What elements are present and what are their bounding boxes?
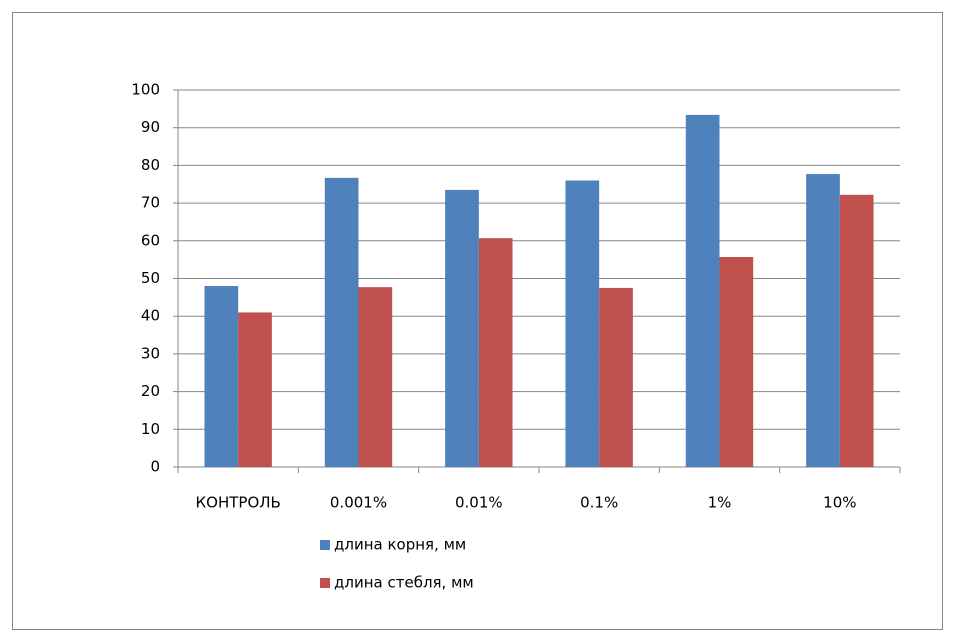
y-tick-label: 0 [150,458,160,476]
x-tick-label: 0.001% [330,494,387,512]
bar [839,194,874,467]
bar [806,174,840,468]
bar [565,180,600,468]
x-tick-label: 1% [708,494,732,512]
y-tick-label: 70 [141,194,160,212]
legend-label: длина корня, мм [334,536,466,554]
y-tick-label: 30 [141,344,160,362]
legend-swatch [320,578,330,588]
bar [445,189,479,467]
y-tick-label: 20 [141,382,160,400]
x-tick-label: 0.01% [455,494,503,512]
y-tick-label: 10 [141,420,160,438]
x-tick-label: 0.1% [580,494,618,512]
legend-label: длина стебля, мм [334,574,474,592]
bar [478,238,513,467]
bar [685,114,720,467]
legend-swatch [320,540,330,550]
y-tick-label: 90 [141,118,160,136]
bar [599,287,633,467]
bar [238,312,272,467]
x-tick-label: КОНТРОЛЬ [196,494,281,512]
x-tick-label: 10% [823,494,856,512]
bar [719,257,754,467]
y-tick-label: 40 [141,307,160,325]
y-tick-label: 50 [141,269,160,287]
bar [358,287,393,467]
bar [324,177,359,467]
y-tick-label: 100 [131,81,160,99]
y-tick-label: 80 [141,156,160,174]
bar [204,286,239,467]
y-tick-label: 60 [141,231,160,249]
